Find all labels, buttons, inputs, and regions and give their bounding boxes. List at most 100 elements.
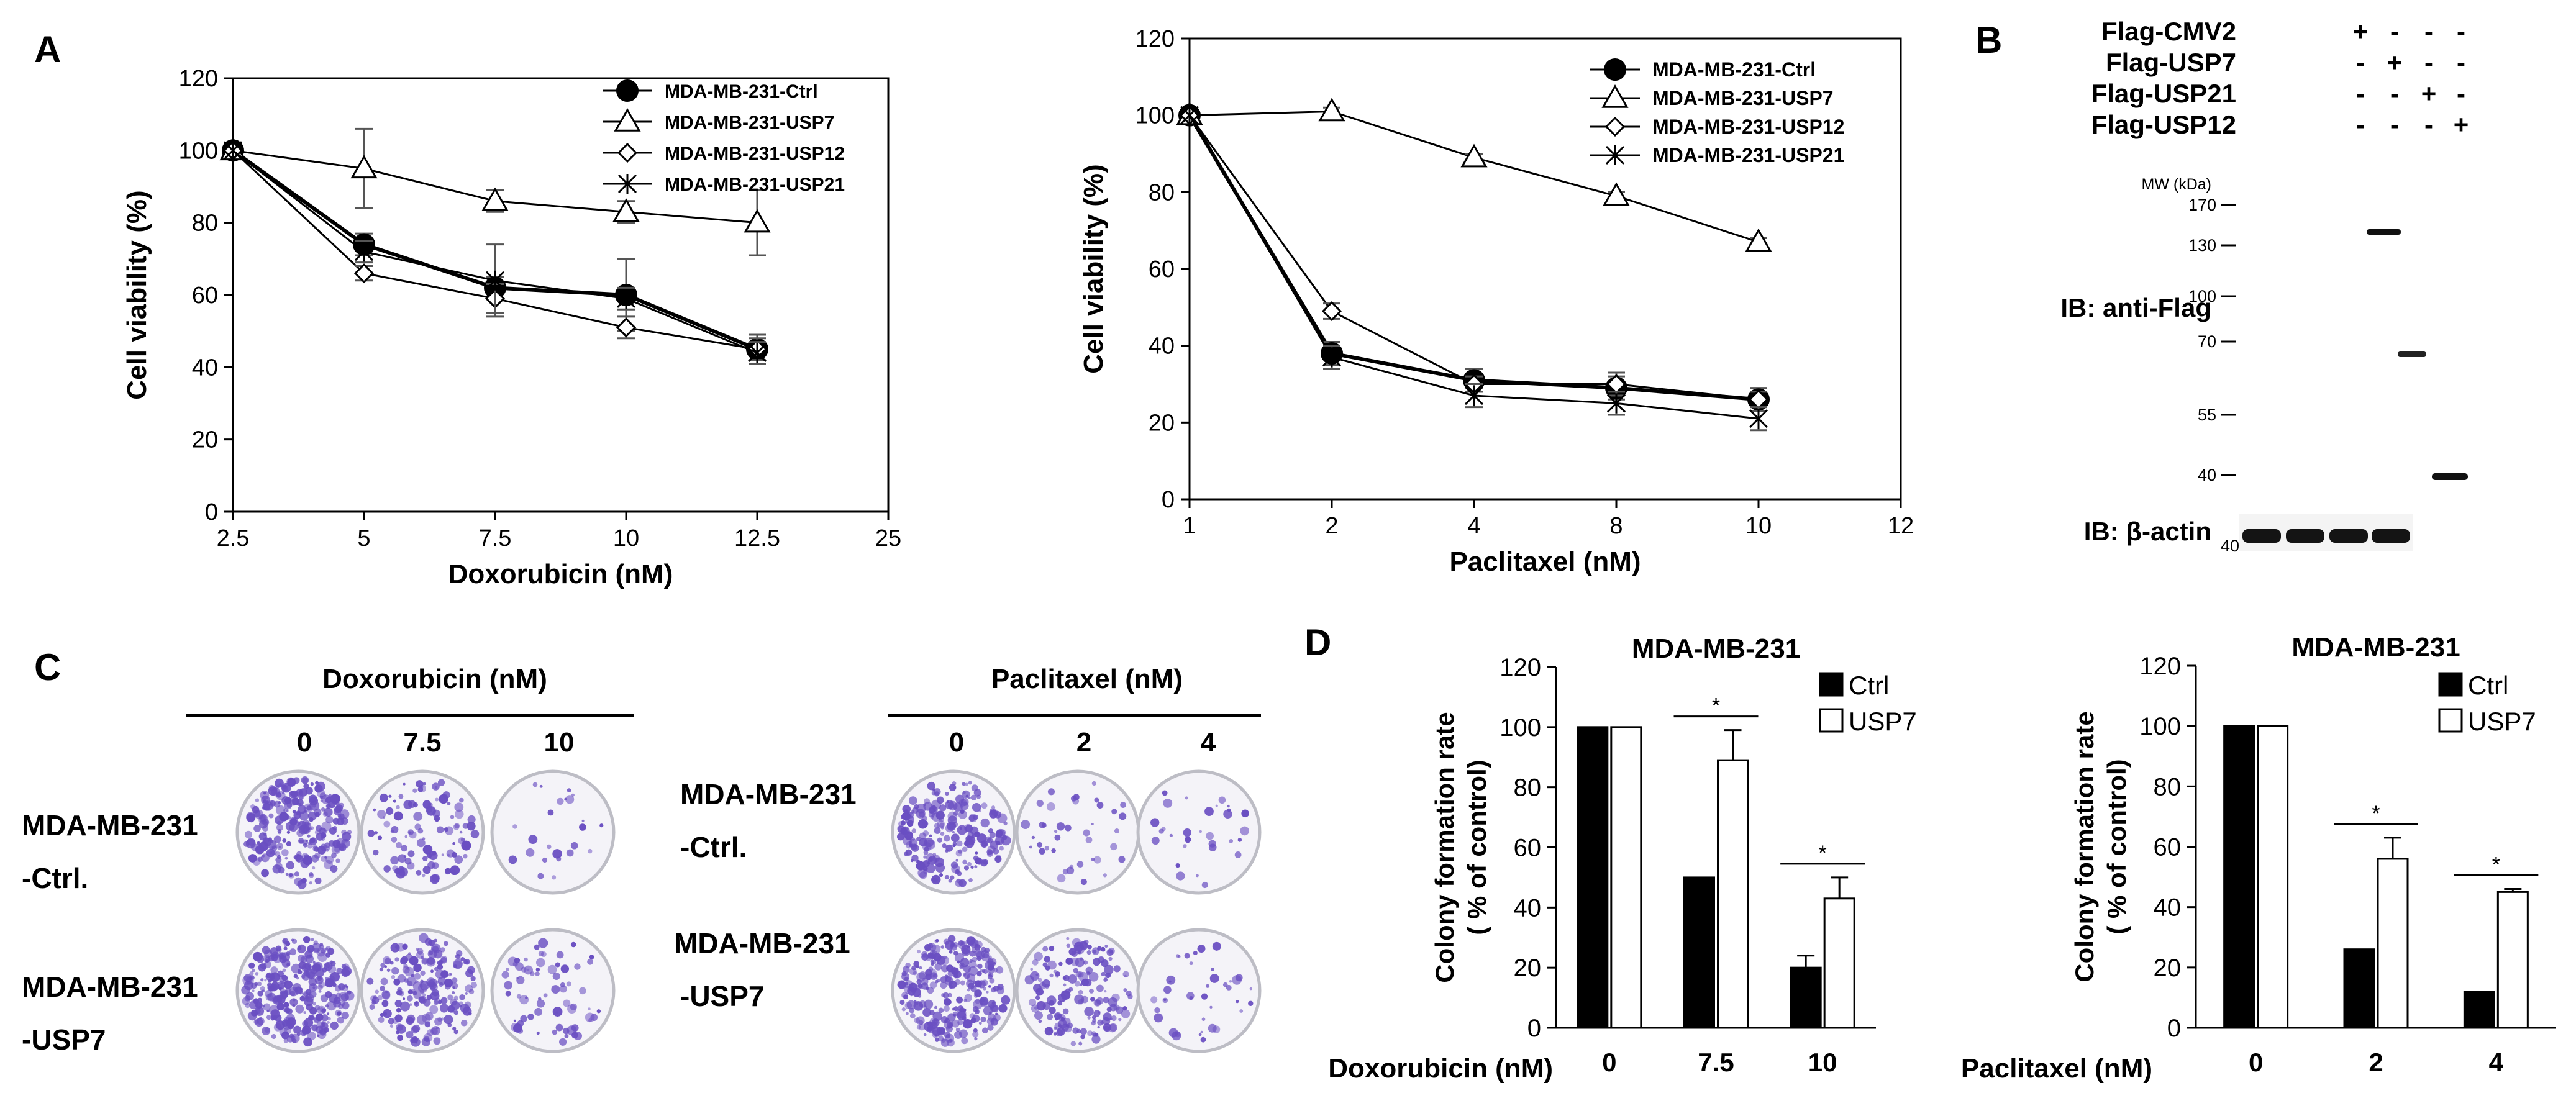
colony-dot [373, 808, 376, 812]
colony-dot [968, 781, 972, 785]
colony-dot [973, 789, 981, 797]
mw-label: 70 [2198, 332, 2216, 351]
colony-dot [1103, 997, 1109, 1004]
colony-dot [325, 848, 329, 852]
colony-dot [447, 994, 453, 1000]
colony-dot [265, 800, 269, 804]
colony-dot [1086, 971, 1091, 976]
colony-dot [945, 800, 954, 809]
x-tick-label: 2.5 [217, 525, 250, 551]
y-tick-label: 20 [192, 427, 218, 453]
colony-dot [989, 977, 995, 984]
legend-label: MDA-MB-231-USP12 [1652, 116, 1844, 138]
x-axis-title: Paclitaxel (nM) [1449, 546, 1641, 577]
colony-dot [1110, 843, 1117, 851]
colony-dot [1209, 974, 1219, 983]
data-point [744, 209, 771, 233]
colony-dot [1208, 843, 1217, 851]
colony-dot [465, 992, 468, 995]
colony-dot [516, 977, 519, 980]
colony-dot [983, 969, 988, 974]
colony-dot [1101, 971, 1106, 977]
colony-dot [416, 869, 422, 876]
colony-dot [422, 993, 426, 997]
colony-dot [555, 962, 560, 968]
y-axis-title: Colony formation rate [2070, 711, 2099, 982]
colony-dot [332, 980, 336, 984]
construct-sign: + [2353, 17, 2369, 46]
colony-dot [316, 825, 322, 832]
colony-dot [1111, 993, 1120, 1002]
colony-dot [955, 850, 963, 857]
y-tick-label: 80 [1514, 774, 1542, 802]
legend-label: MDA-MB-231-Ctrl [665, 81, 818, 102]
colony-dot [1030, 968, 1034, 971]
colony-dot [977, 980, 986, 989]
colony-dot [1072, 1027, 1079, 1034]
colony-dot [341, 829, 347, 835]
colony-dot [916, 859, 921, 864]
dose-label: 0 [297, 727, 312, 758]
colony-dot [321, 1014, 329, 1022]
colony-dot [424, 1021, 431, 1028]
colony-dot [1060, 990, 1071, 1000]
colony-dot [1103, 873, 1107, 878]
colony-dot [1163, 986, 1172, 994]
construct-sign: + [2421, 79, 2437, 108]
colony-dot [397, 987, 403, 993]
colony-dot [325, 977, 329, 981]
colony-dot [996, 986, 1004, 995]
colony-dot [980, 1016, 986, 1023]
colony-dot [1044, 956, 1051, 963]
colony-dot [918, 1023, 926, 1031]
colony-dot [311, 855, 319, 863]
colony-dot [942, 992, 949, 999]
colony-dot [1198, 1033, 1202, 1036]
colony-dot [439, 1004, 449, 1013]
colony-dot [978, 809, 981, 813]
colony-dot [1121, 1009, 1131, 1018]
colony-dot [286, 809, 289, 812]
colony-dot [302, 839, 309, 846]
colony-dot [396, 1007, 401, 1013]
construct-sign: - [2457, 79, 2465, 108]
colony-dot [997, 813, 1008, 823]
colony-dot [1064, 824, 1072, 832]
colony-dot [560, 964, 570, 973]
colony-dot [965, 782, 968, 786]
dish-rim [1015, 769, 1140, 895]
data-point [612, 198, 640, 222]
bar-chart-colony-doxorubicin: MDA-MB-231 0 20 40 60 80 100 120 0 7.5 * 10 * Colony … [1328, 633, 1916, 1084]
colony-dot [902, 805, 911, 814]
colony-dot [934, 1005, 938, 1009]
colony-dot [964, 994, 973, 1002]
colony-dot [989, 1011, 992, 1014]
colony-dot [921, 982, 929, 990]
colony-dot [973, 855, 979, 861]
band-actin [2242, 529, 2281, 543]
colony-dot [458, 1001, 463, 1006]
colony-dot [341, 838, 350, 848]
colony-dot [265, 994, 273, 1001]
data-point [616, 288, 636, 309]
colony-dot [311, 942, 322, 953]
colony-dot [945, 1034, 950, 1039]
row-label-usp7-suffix: -USP7 [680, 980, 764, 1012]
label-ib-beta-actin: IB: β-actin [2084, 517, 2211, 546]
colony-dot [528, 835, 538, 844]
colony-dot [312, 844, 317, 849]
colony-dot [333, 997, 341, 1005]
colony-dot [276, 824, 283, 832]
data-point [616, 317, 637, 338]
colony-dot [961, 1015, 967, 1021]
colony-dot [284, 856, 288, 860]
colony-dot [1070, 796, 1077, 802]
colony-dot [1102, 948, 1106, 952]
colony-dot [458, 797, 464, 803]
colony-dot [1078, 971, 1089, 982]
colony-dot [450, 865, 460, 875]
colony-dot [259, 1017, 262, 1020]
colony-dot [995, 1012, 998, 1015]
colony-dot [1075, 957, 1085, 968]
colony-dot [918, 971, 927, 980]
